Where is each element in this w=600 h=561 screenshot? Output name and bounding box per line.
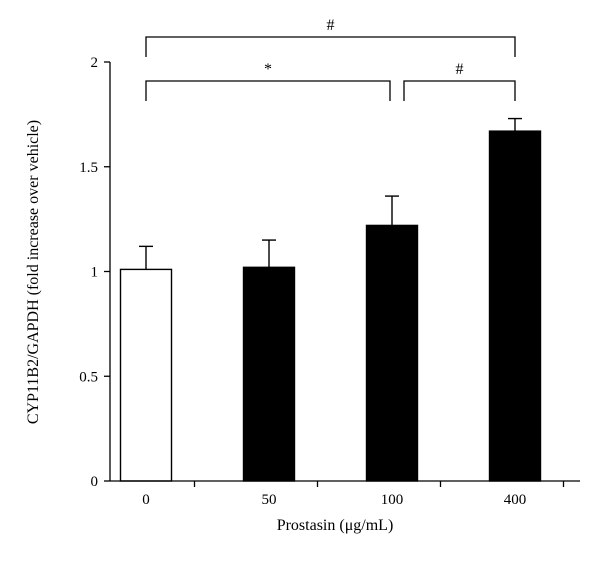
significance-label: # <box>327 17 335 34</box>
x-tick-label: 100 <box>381 492 404 508</box>
significance-bracket <box>403 80 516 101</box>
y-tick-label: 0 <box>91 474 99 490</box>
bar-400 <box>488 130 542 482</box>
x-tick-label: 400 <box>504 492 527 508</box>
x-axis-label: Prostasin (μg/mL) <box>277 517 394 534</box>
significance-bracket <box>145 36 516 57</box>
bar-50 <box>242 266 296 482</box>
y-tick-label: 1.5 <box>79 160 98 176</box>
bar-100 <box>365 224 419 482</box>
y-tick-label: 2 <box>91 55 99 71</box>
bar-0 <box>119 268 173 482</box>
significance-label: * <box>264 61 272 78</box>
y-axis-label: CYP11B2/GAPDH (fold increase over vehicl… <box>25 120 42 424</box>
y-tick-label: 0.5 <box>79 369 98 385</box>
significance-bracket <box>145 80 391 101</box>
x-tick-label: 50 <box>262 492 277 508</box>
significance-label: # <box>456 61 464 78</box>
y-tick-label: 1 <box>91 265 99 281</box>
x-tick-label: 0 <box>142 492 150 508</box>
